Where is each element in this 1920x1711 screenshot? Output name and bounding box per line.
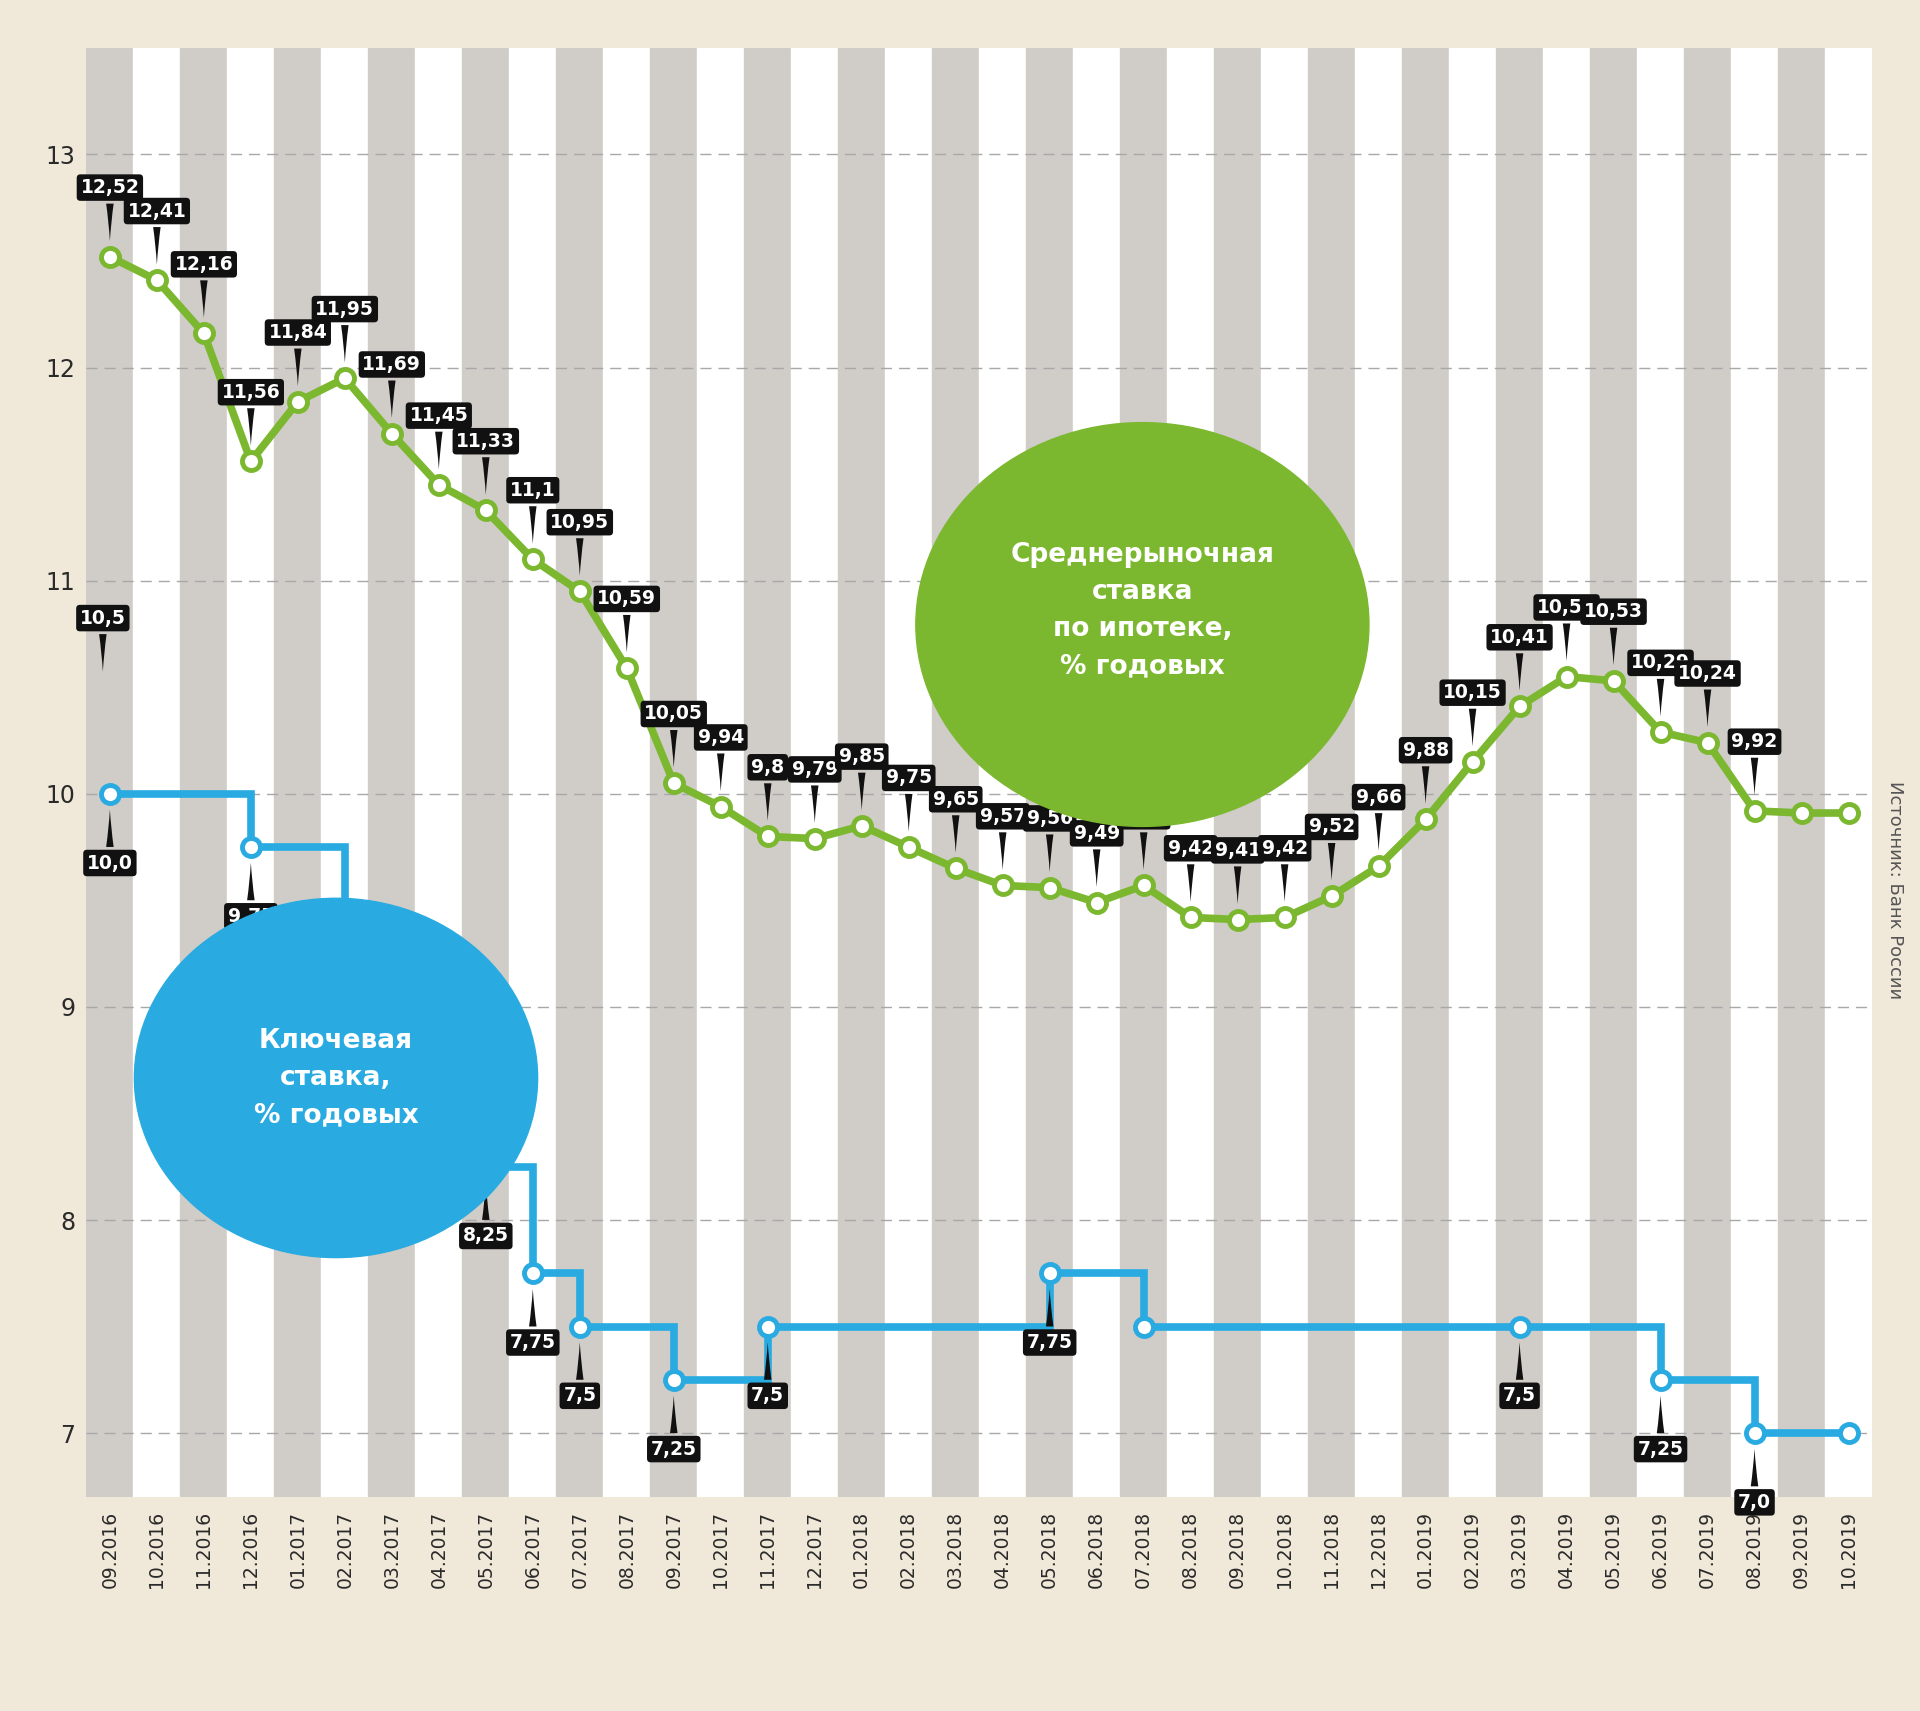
Text: 9,85: 9,85 xyxy=(839,748,885,811)
Bar xyxy=(1308,48,1356,1497)
Bar xyxy=(603,48,651,1497)
Text: 10,53: 10,53 xyxy=(1584,602,1644,666)
Text: 10,95: 10,95 xyxy=(551,513,609,577)
Text: 7,5: 7,5 xyxy=(1503,1341,1536,1405)
Bar xyxy=(1638,48,1684,1497)
Bar xyxy=(791,48,839,1497)
Bar xyxy=(651,48,697,1497)
Text: 10,59: 10,59 xyxy=(597,589,657,652)
Bar xyxy=(1496,48,1544,1497)
Bar xyxy=(745,48,791,1497)
Text: 10,24: 10,24 xyxy=(1678,664,1738,727)
Text: 9,42: 9,42 xyxy=(1261,838,1308,902)
Text: 9,49: 9,49 xyxy=(1073,823,1119,886)
Text: 7,5: 7,5 xyxy=(563,1341,597,1405)
Text: 7,75: 7,75 xyxy=(1027,1288,1073,1352)
Text: 9,25: 9,25 xyxy=(323,968,369,1032)
Text: 7,25: 7,25 xyxy=(651,1396,697,1458)
Text: 9,56: 9,56 xyxy=(1027,809,1073,873)
Text: 9,88: 9,88 xyxy=(1402,741,1450,804)
Text: 8,5: 8,5 xyxy=(422,1129,455,1193)
Text: 9,52: 9,52 xyxy=(1309,818,1356,881)
Text: 9,8: 9,8 xyxy=(751,758,783,821)
Bar xyxy=(885,48,933,1497)
Bar xyxy=(86,48,132,1497)
Text: 9,79: 9,79 xyxy=(791,760,837,823)
Bar xyxy=(1590,48,1638,1497)
Text: 11,95: 11,95 xyxy=(315,299,374,363)
Text: 10,55: 10,55 xyxy=(1538,597,1596,660)
Bar xyxy=(321,48,369,1497)
Bar xyxy=(1073,48,1119,1497)
Text: 10,41: 10,41 xyxy=(1490,628,1549,691)
Bar xyxy=(1450,48,1496,1497)
Bar xyxy=(1402,48,1450,1497)
Text: 12,41: 12,41 xyxy=(127,202,186,265)
Text: 9,57: 9,57 xyxy=(1121,808,1167,869)
Bar xyxy=(369,48,415,1497)
Text: 7,25: 7,25 xyxy=(1638,1396,1684,1458)
Text: 9,0: 9,0 xyxy=(374,1023,409,1085)
Bar xyxy=(1684,48,1732,1497)
Bar xyxy=(979,48,1025,1497)
Bar xyxy=(697,48,745,1497)
Bar xyxy=(1213,48,1261,1497)
Text: 10,05: 10,05 xyxy=(645,705,703,768)
Text: Источник: Банк России: Источник: Банк России xyxy=(1885,780,1905,999)
Text: Ключевая
ставка,
% годовых: Ключевая ставка, % годовых xyxy=(253,1028,419,1128)
Text: 11,33: 11,33 xyxy=(457,431,515,494)
Text: 9,41: 9,41 xyxy=(1215,840,1261,903)
Bar xyxy=(1119,48,1167,1497)
Text: 8,25: 8,25 xyxy=(463,1182,509,1246)
Text: 9,66: 9,66 xyxy=(1356,787,1402,850)
Bar xyxy=(509,48,557,1497)
Bar xyxy=(1544,48,1590,1497)
Text: 10,29: 10,29 xyxy=(1632,654,1690,717)
Bar xyxy=(1778,48,1826,1497)
Text: 9,92: 9,92 xyxy=(1732,732,1778,796)
Bar xyxy=(1167,48,1213,1497)
Bar xyxy=(180,48,227,1497)
Bar xyxy=(1261,48,1308,1497)
Text: 9,42: 9,42 xyxy=(1167,838,1213,902)
Text: 9,75: 9,75 xyxy=(228,862,275,926)
Bar xyxy=(275,48,321,1497)
Text: 9,75: 9,75 xyxy=(885,768,931,832)
Bar xyxy=(557,48,603,1497)
Bar xyxy=(132,48,180,1497)
Bar xyxy=(463,48,509,1497)
Text: 11,69: 11,69 xyxy=(363,354,420,417)
Bar xyxy=(227,48,275,1497)
Bar xyxy=(415,48,463,1497)
Text: 10,5: 10,5 xyxy=(81,609,127,672)
Text: 10,15: 10,15 xyxy=(1444,683,1501,746)
Text: 9,57: 9,57 xyxy=(979,808,1025,869)
Text: Среднерыночная
ставка
по ипотеке,
% годовых: Среднерыночная ставка по ипотеке, % годо… xyxy=(1010,542,1275,679)
Bar xyxy=(1025,48,1073,1497)
Bar xyxy=(1356,48,1402,1497)
Text: 11,45: 11,45 xyxy=(409,406,468,469)
Text: 9,65: 9,65 xyxy=(933,790,979,852)
Bar xyxy=(933,48,979,1497)
Text: 7,5: 7,5 xyxy=(751,1341,783,1405)
Text: 7,75: 7,75 xyxy=(511,1288,555,1352)
Text: 12,16: 12,16 xyxy=(175,255,232,318)
Bar xyxy=(1732,48,1778,1497)
Text: 7,0: 7,0 xyxy=(1738,1449,1770,1513)
Bar xyxy=(839,48,885,1497)
Text: 11,56: 11,56 xyxy=(221,383,280,447)
Text: 11,1: 11,1 xyxy=(511,481,555,544)
Text: 9,94: 9,94 xyxy=(697,727,743,790)
Text: 10,0: 10,0 xyxy=(86,809,132,873)
Bar xyxy=(1826,48,1872,1497)
Text: 11,84: 11,84 xyxy=(269,323,326,387)
Text: 12,52: 12,52 xyxy=(81,178,140,241)
